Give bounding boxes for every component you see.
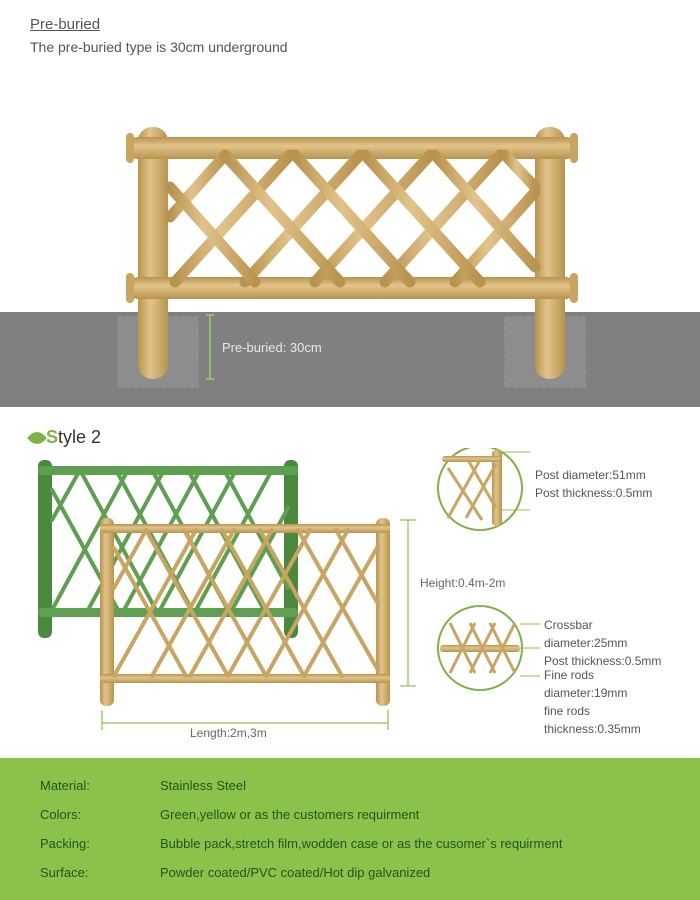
table-row: Packing: Bubble pack,stretch film,wodden…	[40, 836, 660, 851]
style2-title: Style 2	[30, 427, 670, 448]
row-label: Colors:	[40, 807, 160, 822]
row-value: Bubble pack,stretch film,wodden case or …	[160, 836, 660, 851]
leaf-icon	[27, 428, 47, 448]
table-row: Material: Stainless Steel	[40, 778, 660, 793]
row-value: Stainless Steel	[160, 778, 660, 793]
style2-section: Style 2	[0, 407, 700, 758]
preburied-section: Pre-buried The pre-buried type is 30cm u…	[0, 0, 700, 55]
table-row: Surface: Powder coated/PVC coated/Hot di…	[40, 865, 660, 880]
preburied-diagram: Pre-buried: 30cm	[0, 67, 700, 407]
row-label: Packing:	[40, 836, 160, 851]
depth-label-svg: Pre-buried: 30cm	[222, 340, 322, 355]
preburied-title: Pre-buried	[30, 16, 670, 33]
post-spec: Post diameter:51mm Post thickness:0.5mm	[535, 466, 652, 502]
length-label: Length:2m,3m	[190, 726, 267, 740]
spec-table: Material: Stainless Steel Colors: Green,…	[0, 758, 700, 900]
row-label: Surface:	[40, 865, 160, 880]
row-label: Material:	[40, 778, 160, 793]
finerods-spec: Fine rods diameter:19mm fine rods thickn…	[544, 666, 670, 738]
preburied-subtitle: The pre-buried type is 30cm underground	[30, 39, 670, 55]
height-label: Height:0.4m-2m	[420, 576, 505, 590]
row-value: Green,yellow or as the customers requirm…	[160, 807, 660, 822]
row-value: Powder coated/PVC coated/Hot dip galvani…	[160, 865, 660, 880]
table-row: Colors: Green,yellow or as the customers…	[40, 807, 660, 822]
style2-diagram: Length:2m,3m Height:0.4m-2m Post diamete…	[30, 448, 670, 748]
crossbar-spec: Crossbar diameter:25mm Post thickness:0.…	[544, 616, 670, 670]
